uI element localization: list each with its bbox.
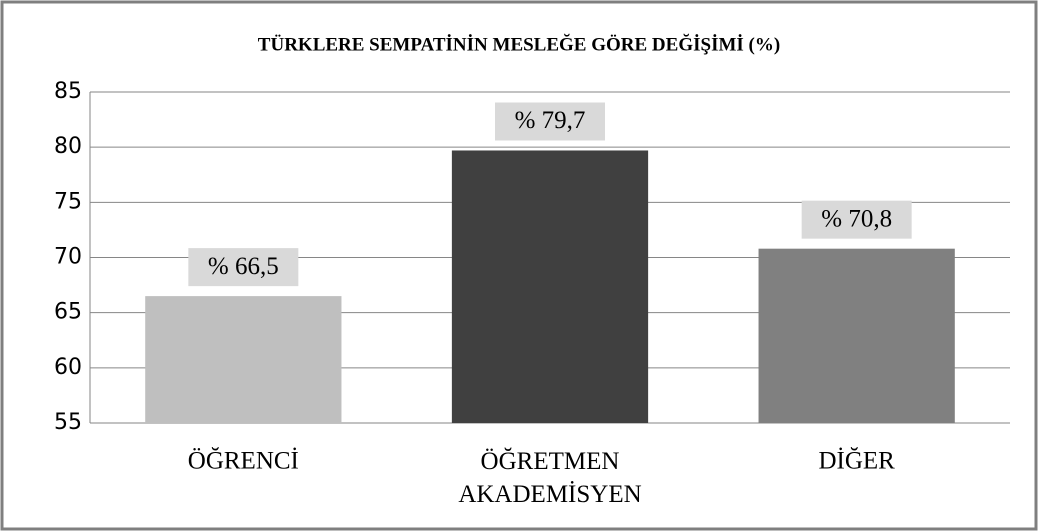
x-tick-label: DİĞER xyxy=(818,447,895,475)
value-label: % 79,7 xyxy=(515,107,586,134)
x-tick-label: ÖĞRENCİ xyxy=(188,447,299,475)
y-tick-label: 75 xyxy=(54,189,82,214)
x-tick-label: ÖĞRETMEN AKADEMİSYEN xyxy=(458,447,641,508)
y-tick-label: 65 xyxy=(54,300,82,325)
chart-title: TÜRKLERE SEMPATİNİN MESLEĞE GÖRE DEĞİŞİM… xyxy=(258,33,780,55)
bar xyxy=(758,248,955,423)
value-label-box xyxy=(801,200,912,239)
value-label: % 66,5 xyxy=(208,253,279,280)
y-tick-label: 70 xyxy=(54,245,82,270)
y-tick-label: 80 xyxy=(54,134,82,159)
bar xyxy=(145,296,342,423)
y-tick-label: 60 xyxy=(54,355,82,380)
y-tick-label: 85 xyxy=(54,79,82,104)
y-tick-label: 55 xyxy=(54,410,82,435)
value-label: % 70,8 xyxy=(821,205,892,232)
bar xyxy=(451,150,649,423)
value-label-box xyxy=(495,102,605,141)
value-label-box xyxy=(188,248,299,287)
